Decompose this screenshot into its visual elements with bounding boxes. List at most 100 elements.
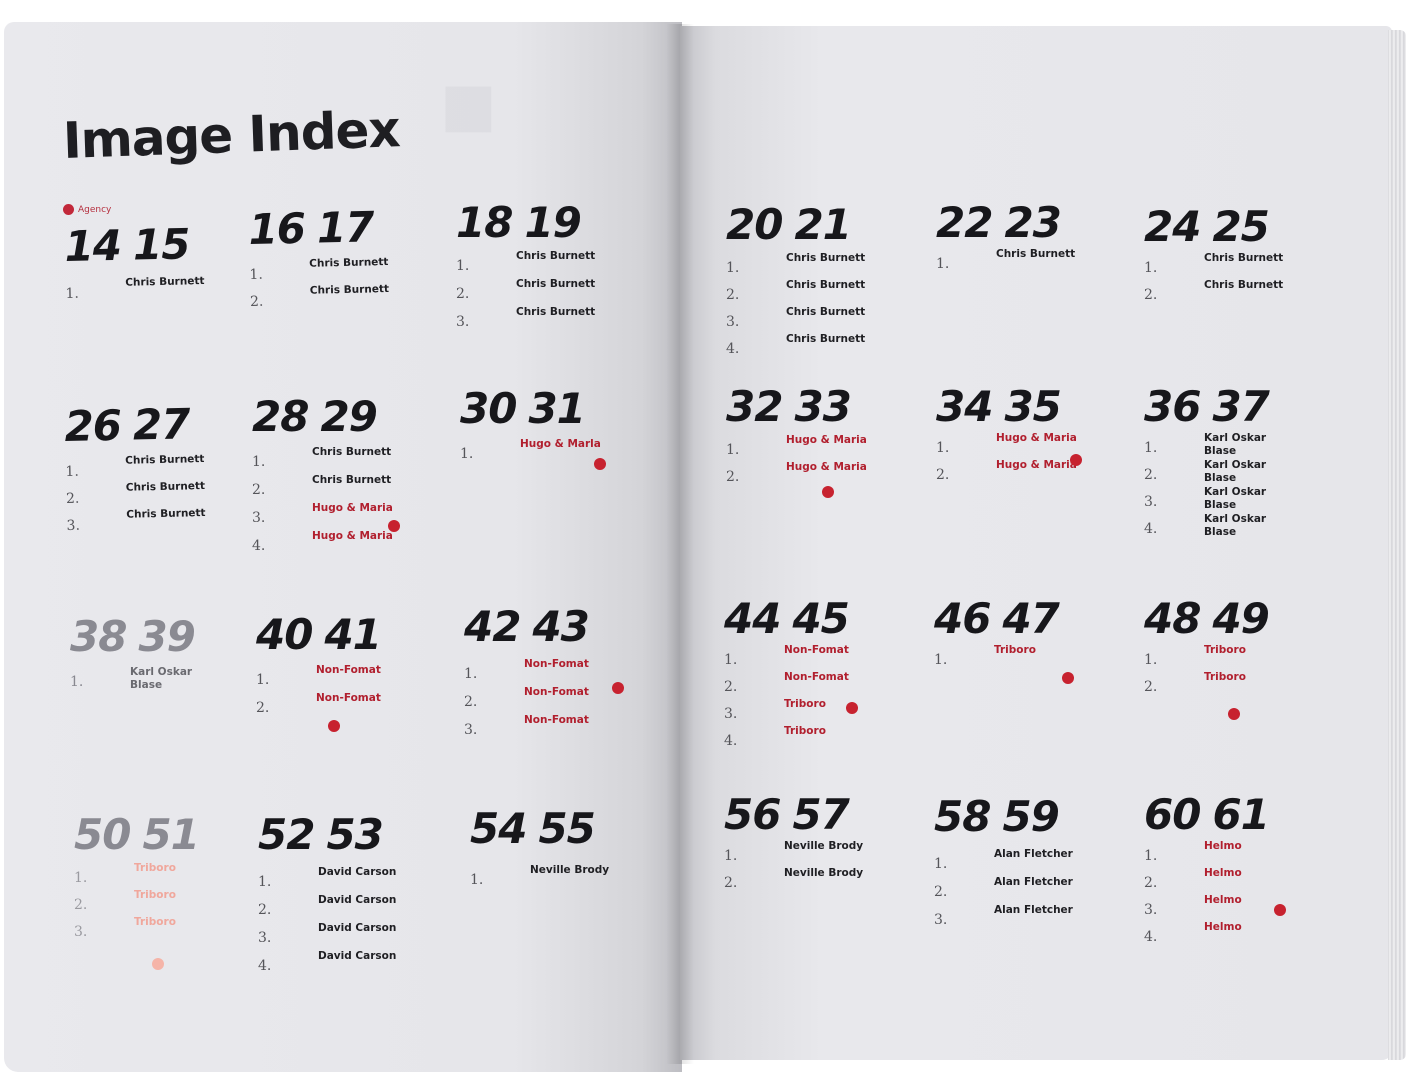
page-numbers: 50 51 <box>74 810 211 859</box>
page-number: 14 <box>64 220 122 271</box>
page-number: 19 <box>524 198 581 247</box>
designer-credit: Chris Burnett <box>126 507 206 521</box>
designer-credit: Karl Oskar Blase <box>1204 513 1267 538</box>
image-number: 3. <box>258 930 272 946</box>
credit-line: 3. Chris Burnett <box>726 306 926 342</box>
image-number: 2. <box>74 897 88 913</box>
image-number: 4. <box>1144 521 1158 537</box>
image-number: 1. <box>460 446 474 462</box>
credit-line: 2. Triboro <box>1144 671 1344 707</box>
designer-credit: Helmo <box>1204 921 1242 933</box>
image-number: 3. <box>726 314 740 330</box>
credit-line: 4. Hugo & Maria <box>252 530 452 566</box>
image-number: 1. <box>256 672 270 688</box>
index-entry: 52 53 1. David Carson 2. David Carson 3. David … <box>258 810 458 1010</box>
designer-credit: Chris Burnett <box>312 446 392 458</box>
designer-credit: Hugo & Maria <box>996 432 1077 444</box>
page-number: 27 <box>132 399 190 450</box>
agency-marker-dot <box>594 458 606 470</box>
agency-marker-dot <box>1228 708 1240 720</box>
image-number: 2. <box>724 875 738 891</box>
credit-line: 1. Non-Fomat <box>256 664 456 700</box>
credit-line: 1. Karl Oskar Blase <box>70 666 270 702</box>
credit-line: 3. Helmo <box>1144 894 1344 930</box>
credit-line: 2. Hugo & Maria <box>936 459 1136 495</box>
index-entry: 36 37 1. Karl Oskar Blase 2. Karl Oskar Blase… <box>1144 382 1344 582</box>
image-number: 1. <box>470 872 484 888</box>
page-number: 22 <box>936 198 993 247</box>
image-number: 1. <box>70 674 84 690</box>
page-numbers: 34 35 <box>936 382 1073 431</box>
credit-line: 1. Triboro <box>934 644 1134 680</box>
page-number: 18 <box>456 198 513 247</box>
page-numbers: 22 23 <box>936 198 1073 247</box>
image-number: 2. <box>936 467 950 483</box>
designer-credit: Triboro <box>784 725 826 737</box>
right-page <box>680 26 1392 1060</box>
page-number: 61 <box>1212 790 1269 839</box>
page-numbers: 32 33 <box>726 382 863 431</box>
page-numbers: 58 59 <box>934 792 1071 841</box>
credit-line: 2. Chris Burnett <box>252 474 452 510</box>
credit-line: 3. David Carson <box>258 922 458 958</box>
page-number: 28 <box>252 392 309 441</box>
designer-credit: Alan Fletcher <box>994 876 1073 888</box>
designer-credit: Chris Burnett <box>309 256 389 270</box>
designer-credit: Karl Oskar Blase <box>1204 432 1267 457</box>
image-number: 1. <box>74 870 88 886</box>
page-number: 17 <box>316 202 374 253</box>
credit-line: 1. Chris Burnett <box>1144 252 1344 288</box>
page-title: Image Index <box>62 99 401 170</box>
page-numbers: 18 19 <box>456 198 593 247</box>
agency-marker-dot <box>1070 454 1082 466</box>
credit-line: 1. Non-Fomat <box>724 644 924 680</box>
page-number: 60 <box>1144 790 1201 839</box>
image-number: 1. <box>249 266 263 283</box>
page-numbers: 30 31 <box>460 384 597 433</box>
page-number: 58 <box>934 792 991 841</box>
page-number: 31 <box>528 384 585 433</box>
image-number: 2. <box>726 469 740 485</box>
credit-line: 3. Hugo & Maria <box>252 502 452 538</box>
index-entry: 50 51 1. Triboro 2. Triboro 3. Triboro <box>74 810 274 1010</box>
page-edges <box>1388 30 1406 1060</box>
image-number: 2. <box>256 700 270 716</box>
designer-credit: David Carson <box>318 866 397 878</box>
index-entry: 22 23 1. Chris Burnett <box>936 198 1136 398</box>
image-number: 4. <box>258 958 272 974</box>
credit-line: 1. Neville Brody <box>470 864 670 900</box>
credit-line: 1. Hugo & Marla <box>460 438 660 474</box>
image-number: 4. <box>724 733 738 749</box>
index-entry: 40 41 1. Non-Fomat 2. Non-Fomat <box>256 610 456 810</box>
agency-legend-dot <box>63 204 74 215</box>
agency-marker-dot <box>1062 672 1074 684</box>
page-number: 53 <box>326 810 383 859</box>
agency-marker-dot <box>328 720 340 732</box>
credit-line: 1. Hugo & Maria <box>726 434 926 470</box>
page-number: 48 <box>1144 594 1201 643</box>
image-number: 2. <box>65 490 80 507</box>
credit-line: 3. Triboro <box>74 916 274 952</box>
credit-line: 1. Helmo <box>1144 840 1344 876</box>
designer-credit: Chris Burnett <box>516 306 596 318</box>
page-number: 44 <box>724 594 781 643</box>
agency-marker-dot <box>846 702 858 714</box>
left-page <box>4 22 682 1072</box>
designer-credit: Non-Fomat <box>524 686 589 698</box>
credit-line: 4. Chris Burnett <box>726 333 926 369</box>
page-number: 55 <box>538 804 595 853</box>
image-number: 1. <box>258 874 272 890</box>
image-number: 1. <box>65 285 80 302</box>
page-number: 47 <box>1002 594 1059 643</box>
credit-line: 2. Non-Fomat <box>464 686 664 722</box>
index-entry: 46 47 1. Triboro <box>934 594 1134 794</box>
designer-credit: Chris Burnett <box>786 279 866 291</box>
designer-credit: Karl Oskar Blase <box>1204 486 1267 511</box>
index-entry: 44 45 1. Non-Fomat 2. Non-Fomat 3. Triboro 4. Tri… <box>724 594 924 794</box>
image-number: 1. <box>456 258 470 274</box>
image-number: 2. <box>1144 287 1158 303</box>
page-number: 30 <box>460 384 517 433</box>
credit-line: 2. Non-Fomat <box>256 692 456 728</box>
designer-credit: Helmo <box>1204 867 1242 879</box>
